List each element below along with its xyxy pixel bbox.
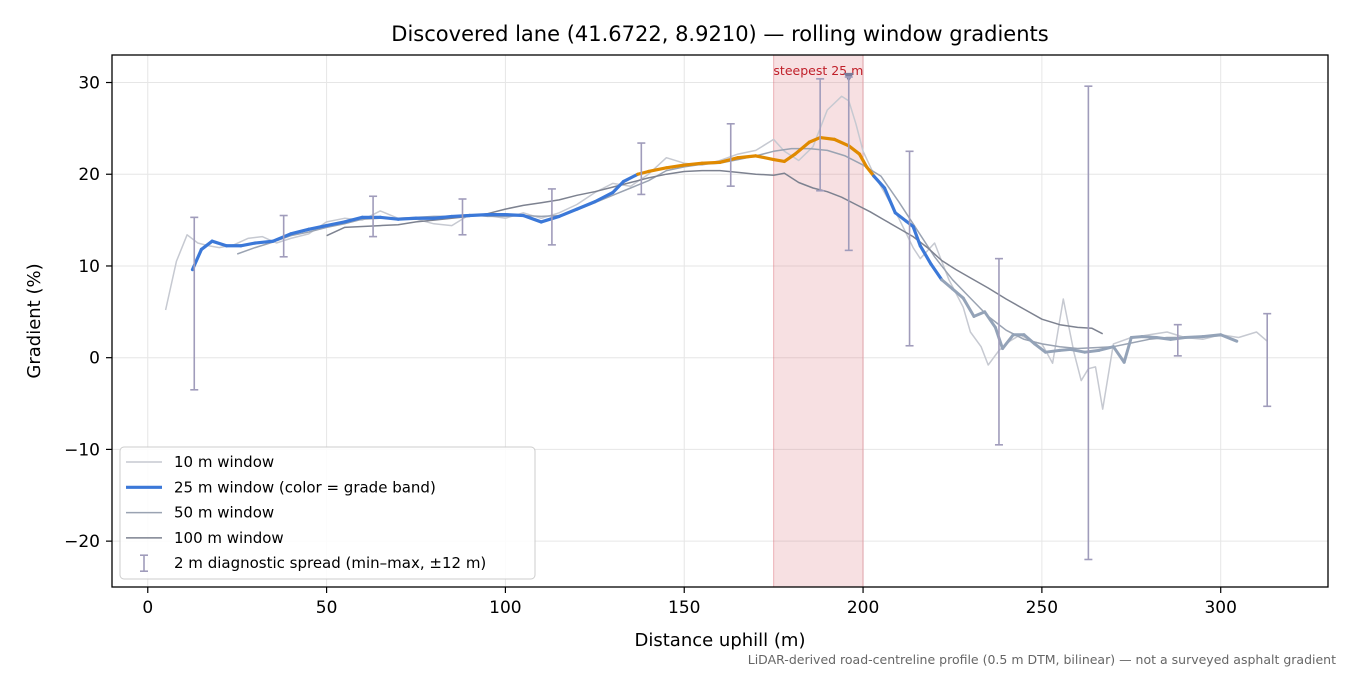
x-tick-label: 0 [142,598,153,618]
series-25m-segment [342,215,364,224]
series-25m-segment [199,239,214,252]
series-25m-segment [782,152,797,163]
series-25m-segment [700,160,722,165]
series-25m-segment [772,157,786,163]
series-25m-segment [1001,333,1015,351]
series-25m-segment [396,216,418,221]
series-25m-segment [893,211,908,223]
series-25m-segment [557,207,579,219]
series-25m-segment [857,152,869,169]
series-25m-segment [911,224,922,248]
series-25m-segment [882,186,897,215]
legend-label: 50 m window [174,504,274,522]
series-25m-segment [450,213,472,219]
footnote: LiDAR-derived road-centreline profile (0… [748,652,1336,667]
series-25m-segment [307,224,329,231]
series-25m-segment [324,220,347,228]
series-25m-segment [1140,335,1158,340]
series-25m-segment [807,135,822,144]
series-25m-segment [503,213,525,218]
series-25m-segment [1111,345,1126,364]
series-25m-segment [918,244,933,266]
series-25m-segment [872,174,887,190]
series-25m-segment [1183,335,1205,340]
series-25m-segment [972,310,987,318]
series-25m-segment [271,232,293,243]
series-25m-segment [940,278,954,291]
error-bars [190,76,1272,561]
chart-title: Discovered lane (41.6722, 8.9210) — roll… [391,22,1048,46]
series-25m-segment [1097,345,1115,352]
y-tick-label: −20 [64,532,100,552]
legend-label: 100 m window [174,529,284,547]
axis-ticks: 0 50 100 150 200 250 300 −20 −10 0 10 20 30 [64,74,1237,618]
legend-label: 25 m window (color = grade band) [174,478,436,496]
series-25m-segment [847,144,862,156]
x-tick-label: 300 [1204,598,1236,618]
series-25m-segment [818,135,837,141]
series-25m-segment [793,140,812,156]
x-tick-label: 250 [1026,598,1058,618]
series-25m-segment [289,227,311,236]
series-25m-segment [1058,347,1072,352]
series-25m-segment [621,172,640,184]
series-25m-segment [1068,347,1087,354]
series-10m-window [164,95,1268,410]
series-25m-segment [664,163,686,170]
series-25m-segment [929,262,944,282]
series-25m-segment [468,213,490,218]
x-tick-label: 200 [847,598,879,618]
y-tick-label: 10 [78,257,100,277]
series-25m-segment [682,161,704,167]
legend: 10 m window 25 m window (color = grade ba… [119,446,536,580]
series-25m-segment [539,214,561,224]
series-25m-segment [1219,333,1239,343]
series-25m-segment [432,214,454,220]
plot-frame [111,54,1329,588]
series-25m-segment [611,179,626,195]
series-25m-segment [1033,342,1047,354]
series-25m-segment [961,296,976,318]
series-25m-segment [239,241,257,248]
series-25m-segment [1083,348,1101,354]
x-tick-label: 50 [316,598,338,618]
y-tick-label: 20 [78,165,100,185]
legend-label: 2 m diagnostic spread (min–max, ±12 m) [174,554,486,572]
y-axis-title: Gradient (%) [24,263,45,378]
series-25m-segment [950,287,965,300]
series-25m-segment [718,156,740,164]
y-tick-label: 0 [89,349,100,369]
series-25m-segment [646,166,668,174]
y-tick-label: −10 [64,440,100,460]
legend-box [119,446,536,580]
series-25m-segment [210,239,229,248]
series-25m-segment [983,310,997,329]
series-25m-segment [1022,333,1037,346]
series-lines [164,95,1268,410]
series-25m-segment [754,154,776,162]
steepest-label: steepest 25 m [773,63,863,78]
series-25m-segment [593,190,615,204]
series-25m-segment [832,137,851,148]
series-25m-segment [1201,333,1223,339]
legend-label: 10 m window [174,453,274,471]
x-tick-label: 150 [668,598,700,618]
series-25m-segment [865,165,876,178]
x-tick-label: 100 [489,598,521,618]
x-axis-title: Distance uphill (m) [635,630,806,651]
series-25m-segment [1129,335,1144,340]
series-25m-segment [521,213,543,224]
series-25m-segment [736,154,758,160]
series-25m-segment [378,215,400,221]
series-25m-segment [253,239,275,245]
series-25m-segment [575,200,597,211]
series-25m-segment [1122,336,1133,364]
series-25m-segment [1154,336,1173,341]
series-25m-segment [1043,348,1062,354]
series-25m-segment [636,169,651,176]
y-tick-label: 30 [78,74,100,94]
